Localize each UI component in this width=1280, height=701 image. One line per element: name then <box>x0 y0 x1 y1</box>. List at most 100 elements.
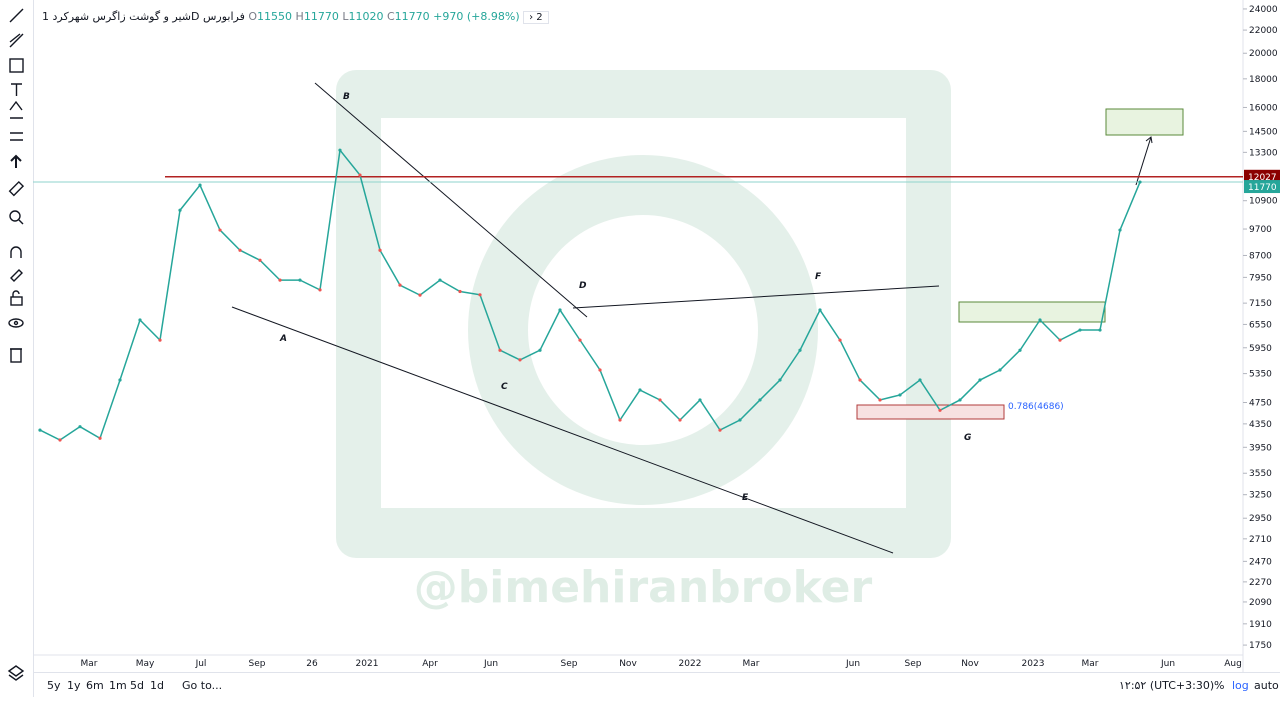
price-point <box>638 388 642 392</box>
bottom-bar: 5y 1y 6m 1m 5d 1d Go to... ۱۲:۵۲ (UTC+3:… <box>33 672 1280 698</box>
price-point <box>418 293 422 297</box>
price-point <box>298 278 302 282</box>
y-tick-label: 22000 <box>1249 26 1278 36</box>
price-point <box>938 408 942 412</box>
x-tick-label: Jul <box>195 659 207 669</box>
x-tick-label: 2021 <box>356 659 379 669</box>
y-tick-label: 2470 <box>1249 557 1272 567</box>
price-point <box>1058 338 1062 342</box>
x-tick-label: May <box>136 659 155 669</box>
price-point <box>278 278 282 282</box>
y-tick-label: 4750 <box>1249 398 1272 408</box>
ohlc-label: C <box>386 10 395 23</box>
watermark-text: @bimehiranbroker <box>414 562 873 613</box>
price-point <box>78 425 82 429</box>
price-point <box>1118 228 1122 232</box>
price-point <box>1098 328 1102 332</box>
ohlc-value: 11020 <box>348 10 384 23</box>
auto-toggle[interactable]: auto <box>1254 679 1279 692</box>
y-tick-label: 16000 <box>1249 103 1278 113</box>
range-button[interactable]: 5d <box>130 679 144 692</box>
trendline <box>572 285 940 309</box>
x-tick-label: Sep <box>561 659 578 669</box>
price-point <box>1078 328 1082 332</box>
toolbar-icons <box>7 8 25 681</box>
price-point <box>798 348 802 352</box>
ohlc-value: 11550 <box>257 10 293 23</box>
price-point <box>258 258 262 262</box>
indicator-toggle[interactable]: › 2 <box>523 11 549 24</box>
price-point <box>438 278 442 282</box>
price-point <box>758 398 762 402</box>
fib-label: 0.786(4686) <box>1008 402 1064 412</box>
range-button[interactable]: 5y <box>47 679 61 692</box>
y-tick-label: 4350 <box>1249 420 1272 430</box>
x-tick-label: Nov <box>619 659 637 669</box>
range-button[interactable]: 6m <box>86 679 104 692</box>
price-point <box>318 288 322 292</box>
clock: ۱۲:۵۲ (UTC+3:30) <box>1119 679 1215 692</box>
x-tick-label: Nov <box>961 659 979 669</box>
price-point <box>558 308 562 312</box>
price-point <box>218 228 222 232</box>
x-tick-label: Mar <box>81 659 98 669</box>
x-tick-label: Sep <box>249 659 266 669</box>
price-point <box>518 358 522 362</box>
wave-label: G <box>964 433 971 443</box>
y-tick-label: 10900 <box>1249 197 1278 207</box>
price-point <box>1138 180 1142 184</box>
x-tick-label: Jun <box>483 659 498 669</box>
range-button[interactable]: 1m <box>109 679 127 692</box>
price-axis <box>1243 0 1280 672</box>
interval[interactable]: 1D <box>42 10 200 23</box>
ohlc-label: O <box>248 10 258 23</box>
trendline <box>314 82 588 318</box>
price-point <box>478 293 482 297</box>
x-tick-label: Aug <box>1224 659 1242 669</box>
trendline <box>231 306 894 554</box>
price-point <box>178 208 182 212</box>
price-point <box>98 436 102 440</box>
x-tick-label: Jun <box>845 659 860 669</box>
goto-button[interactable]: Go to... <box>182 679 223 692</box>
price-point <box>778 378 782 382</box>
arrow-head <box>1145 136 1153 144</box>
x-tick-label: Apr <box>422 659 438 669</box>
price-point <box>678 418 682 422</box>
price-tag-label: 12027 <box>1248 173 1277 183</box>
price-point <box>718 428 722 432</box>
price-point <box>238 248 242 252</box>
y-tick-label: 3950 <box>1249 443 1272 453</box>
x-tick-label: Sep <box>905 659 922 669</box>
price-tag-label: 11770 <box>1248 183 1277 193</box>
wave-label: A <box>279 334 287 344</box>
price-point <box>698 398 702 402</box>
ohlc-value: 11770 <box>394 10 430 23</box>
y-tick-label: 3250 <box>1249 491 1272 501</box>
change: +970 (+8.98%) <box>433 10 520 23</box>
range-button[interactable]: 1d <box>150 679 164 692</box>
price-point <box>618 418 622 422</box>
wave-label: E <box>742 493 749 503</box>
y-tick-label: 1750 <box>1249 641 1272 651</box>
price-point <box>958 398 962 402</box>
range-button[interactable]: 1y <box>67 679 81 692</box>
y-tick-label: 2090 <box>1249 598 1272 608</box>
drawing-toolbar <box>0 0 34 697</box>
price-point <box>198 183 202 187</box>
price-point <box>738 418 742 422</box>
log-toggle[interactable]: log <box>1232 679 1249 692</box>
x-tick-label: 2023 <box>1022 659 1045 669</box>
indicator-count: 2 <box>536 12 543 23</box>
price-point <box>498 348 502 352</box>
y-tick-label: 2270 <box>1249 578 1272 588</box>
percent-toggle[interactable]: % <box>1214 679 1225 692</box>
price-tag <box>1244 180 1280 194</box>
price-point <box>978 378 982 382</box>
ohlc-label: H <box>295 10 304 23</box>
price-point <box>838 338 842 342</box>
x-tick-label: Mar <box>743 659 760 669</box>
price-point <box>138 318 142 322</box>
y-tick-label: 5350 <box>1249 370 1272 380</box>
